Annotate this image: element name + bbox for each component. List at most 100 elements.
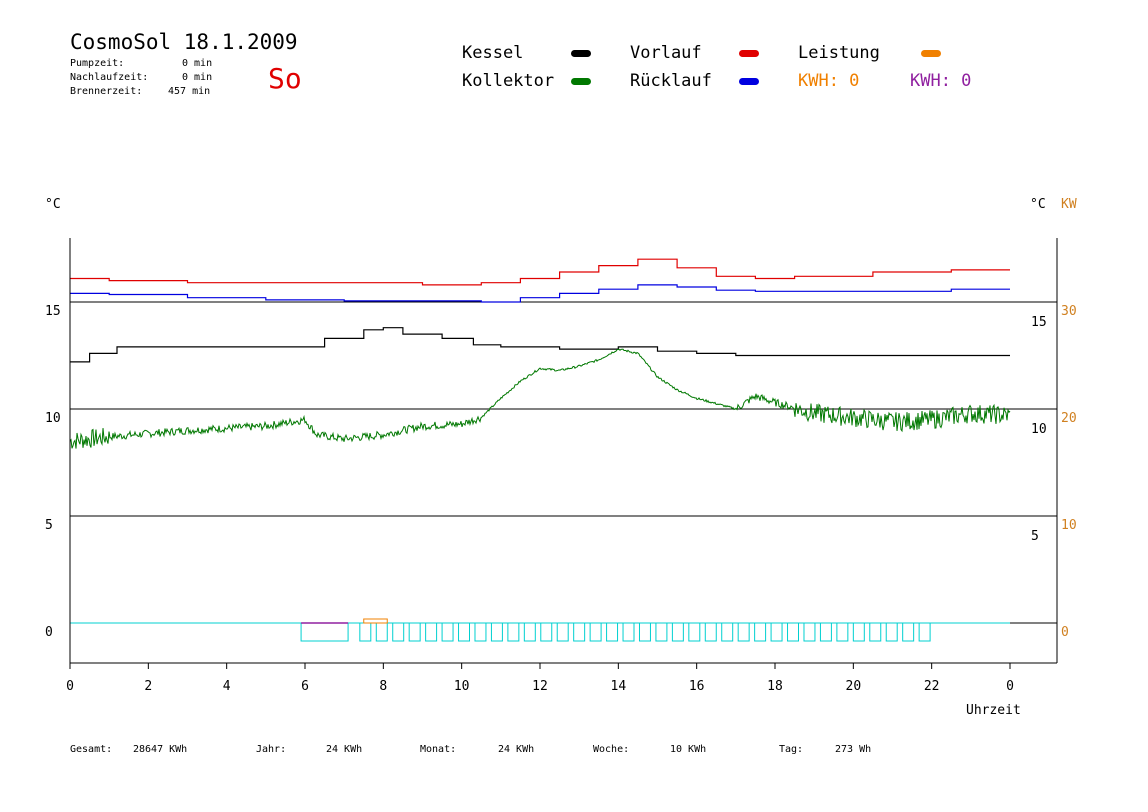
x-tick-label: 16 — [689, 679, 705, 694]
leistung-mark — [363, 618, 388, 624]
y-left-tick-label: 15 — [45, 304, 61, 319]
footer-monat-value: 24 KWh — [498, 744, 535, 755]
x-tick-label: 0 — [1006, 679, 1014, 694]
pump-cycle-bar — [638, 622, 651, 642]
y-left-tick-label: 0 — [45, 625, 53, 640]
x-tick-label: 8 — [379, 679, 387, 694]
pumpzeit-label: Pumpzeit: — [70, 58, 125, 69]
y-right-kw-tick-label: 0 — [1061, 625, 1069, 640]
nachlaufzeit-value: 0 min — [182, 72, 213, 83]
right-unit-label: °C — [1030, 197, 1046, 212]
y-right-kw-tick-label: 10 — [1061, 518, 1077, 533]
pump-cycle-bar — [885, 622, 898, 642]
chart-title: CosmoSol 18.1.2009 — [70, 30, 298, 54]
pump-bars — [300, 618, 931, 642]
legend-vorlauf-label: Vorlauf — [630, 43, 702, 63]
series-line-kollektor — [69, 348, 1011, 449]
x-tick-label: 0 — [66, 679, 74, 694]
pump-cycle-bar — [721, 622, 734, 642]
legend-kollektor-swatch — [571, 78, 591, 85]
pump-cycle-bar — [408, 622, 421, 642]
pump-cycle-bar — [589, 622, 602, 642]
pump-cycle-bar — [490, 622, 503, 642]
x-tick-label: 10 — [454, 679, 470, 694]
pump-cycle-bar — [392, 622, 405, 642]
pump-cycle-bar — [770, 622, 783, 642]
pump-cycle-bar — [375, 622, 388, 642]
y-right-deg-tick-label: 15 — [1031, 315, 1047, 330]
pump-cycle-bar — [507, 622, 520, 642]
x-tick-label: 14 — [611, 679, 627, 694]
pumpzeit-value: 0 min — [182, 58, 213, 69]
legend-kessel-label: Kessel — [462, 43, 524, 63]
footer-jahr-value: 24 KWh — [326, 744, 363, 755]
right-kw-unit-label: KW — [1061, 197, 1077, 212]
weekday-label: So — [268, 62, 302, 95]
pump-cycle-bar — [688, 622, 701, 642]
pump-cycle-bar — [655, 622, 668, 642]
pump-cycle-bar — [836, 622, 849, 642]
tick-labels: 0 2 4 6 8 10 12 14 16 18 20 22 0 15 10 5 0 15 10 5 30 20 10 0 — [45, 304, 1077, 694]
brennerzeit-label: Brennerzeit: — [70, 86, 143, 97]
pump-cycle-bar — [300, 622, 349, 642]
axes — [69, 238, 1058, 669]
pump-cycle-bar — [622, 622, 635, 642]
x-axis-label: Uhrzeit — [966, 703, 1021, 718]
legend-kollektor-label: Kollektor — [462, 71, 555, 91]
pump-cycle-bar — [671, 622, 684, 642]
x-tick-label: 4 — [223, 679, 231, 694]
pump-cycle-bar — [540, 622, 553, 642]
pump-cycle-bar — [803, 622, 816, 642]
x-tick-label: 22 — [924, 679, 940, 694]
y-right-kw-tick-label: 30 — [1061, 304, 1077, 319]
footer-jahr-label: Jahr: — [256, 744, 287, 755]
y-left-tick-label: 10 — [45, 411, 61, 426]
legend-ruecklauf-label: Rücklauf — [630, 71, 712, 91]
pump-cycle-bar — [869, 622, 882, 642]
pump-cycle-bar — [573, 622, 586, 642]
pump-cycle-bar — [754, 622, 767, 642]
x-tick-label: 12 — [532, 679, 548, 694]
series-line-kessel — [70, 327, 1010, 363]
legend-kwh-purple: KWH: 0 — [910, 71, 972, 91]
pump-cycle-bar — [902, 622, 915, 642]
legend-leistung-swatch — [921, 50, 941, 57]
pump-cycle-bar — [556, 622, 569, 642]
pump-cycle-bar — [852, 622, 865, 642]
pump-cycle-bar — [523, 622, 536, 642]
legend-vorlauf-swatch — [739, 50, 759, 57]
legend-leistung-label: Leistung — [798, 43, 880, 63]
series-lines — [69, 258, 1011, 449]
series-line-vorlauf — [70, 258, 1010, 286]
x-tick-label: 18 — [767, 679, 783, 694]
pump-cycle-bar — [474, 622, 487, 642]
pump-cycle-bar — [787, 622, 799, 642]
pump-cycle-bar — [458, 622, 470, 642]
x-tick-label: 6 — [301, 679, 309, 694]
y-right-deg-tick-label: 10 — [1031, 422, 1047, 437]
pump-cycle-bar — [441, 622, 454, 642]
legend-kwh-orange: KWH: 0 — [798, 71, 860, 91]
footer-monat-label: Monat: — [420, 744, 457, 755]
pump-cycle-bar — [918, 622, 931, 642]
brennerzeit-value: 457 min — [168, 86, 211, 97]
y-left-tick-label: 5 — [45, 518, 53, 533]
grid-lines — [70, 301, 1057, 624]
pump-cycle-bar — [704, 622, 717, 642]
legend-kessel-swatch — [571, 50, 591, 57]
y-right-kw-tick-label: 20 — [1061, 411, 1077, 426]
footer-tag-value: 273 Wh — [835, 744, 872, 755]
series-line-ruecklauf — [70, 284, 1010, 303]
pump-cycle-bar — [359, 622, 372, 642]
x-tick-label: 20 — [846, 679, 862, 694]
y-right-deg-tick-label: 5 — [1031, 529, 1039, 544]
footer-woche-label: Woche: — [593, 744, 630, 755]
footer-woche-value: 10 KWh — [670, 744, 707, 755]
footer-gesamt-label: Gesamt: — [70, 744, 113, 755]
nachlaufzeit-label: Nachlaufzeit: — [70, 72, 149, 83]
footer-tag-label: Tag: — [779, 744, 804, 755]
pump-cycle-bar — [737, 622, 750, 642]
pump-cycle-bar — [606, 622, 619, 642]
pump-cycle-bar — [819, 622, 832, 642]
